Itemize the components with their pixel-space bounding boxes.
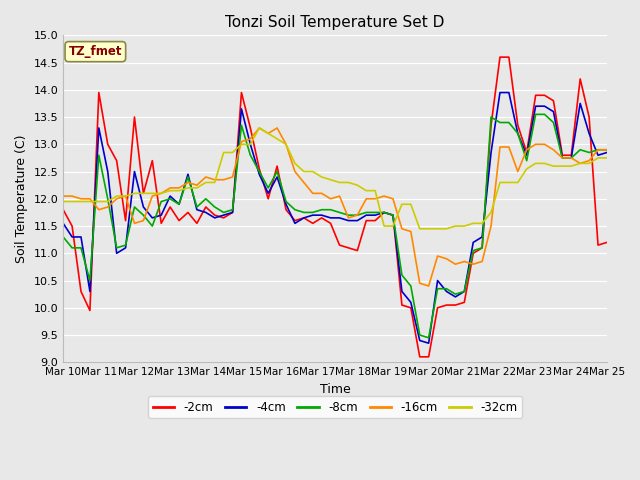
X-axis label: Time: Time: [319, 383, 351, 396]
Text: TZ_fmet: TZ_fmet: [68, 45, 122, 58]
Legend: -2cm, -4cm, -8cm, -16cm, -32cm: -2cm, -4cm, -8cm, -16cm, -32cm: [148, 396, 522, 419]
Y-axis label: Soil Temperature (C): Soil Temperature (C): [15, 134, 28, 263]
Title: Tonzi Soil Temperature Set D: Tonzi Soil Temperature Set D: [225, 15, 445, 30]
